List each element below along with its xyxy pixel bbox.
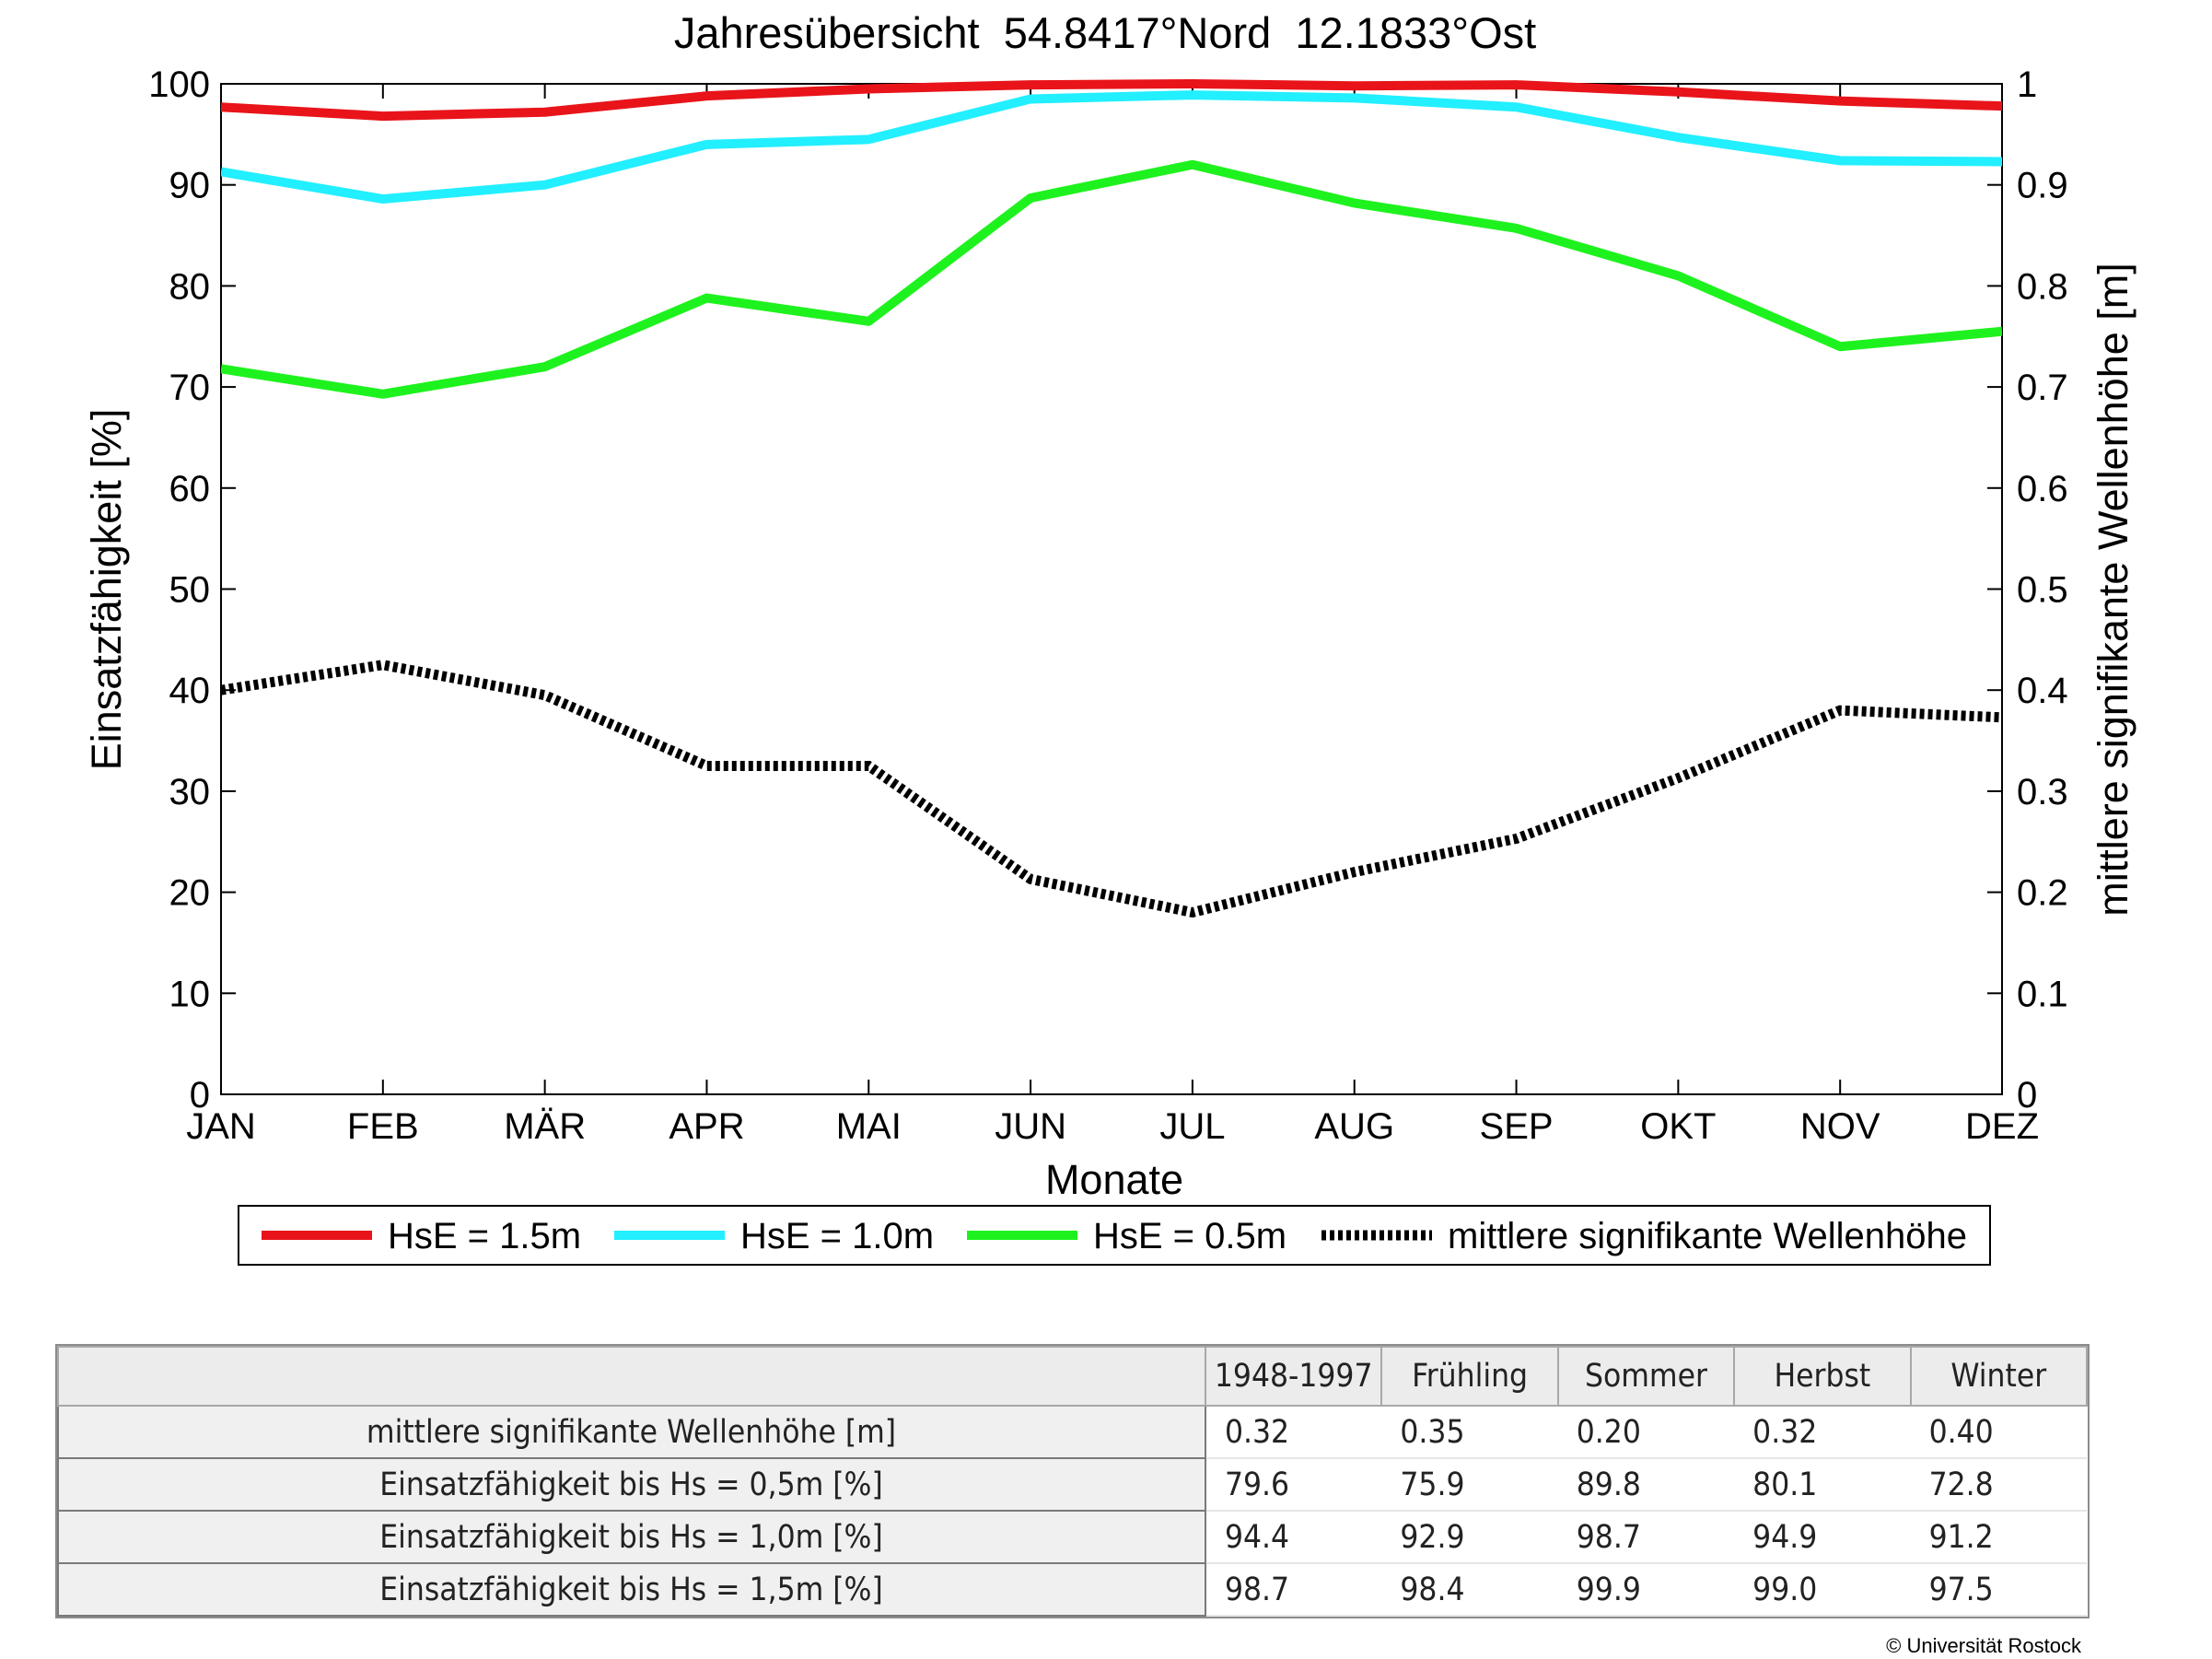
copyright-notice: © Universität Rostock [1886, 1634, 2081, 1657]
series-line-4 [221, 660, 2002, 918]
table-cell: 91.2 [1910, 1511, 2087, 1564]
series-line-2 [221, 90, 2002, 204]
y-tick-label-right: 0.3 [2017, 772, 2068, 812]
y-tick-label-left: 90 [169, 166, 211, 206]
x-tick-label: JUL [1159, 1106, 1225, 1147]
table-corner-cell [57, 1346, 1206, 1407]
series-line-3 [221, 159, 2002, 399]
table-cell: 0.32 [1205, 1406, 1382, 1459]
y-tick-label-right: 0.7 [2017, 368, 2068, 408]
table-header-period: 1948-1997 [1204, 1346, 1383, 1407]
table-header-spring: Frühling [1380, 1346, 1559, 1407]
y-tick-label-left: 80 [169, 266, 211, 307]
x-tick-label: NOV [1800, 1106, 1880, 1147]
annual-overview-chart: Jahresübersicht 54.8417°Nord 12.1833°Ost… [83, 8, 2136, 1266]
y-tick-label-right: 0.6 [2017, 469, 2068, 509]
y-tick-label-right: 0.5 [2017, 570, 2068, 611]
legend-label: HsE = 1.0m [740, 1216, 934, 1256]
legend-label: mittlere signifikante Wellenhöhe [1448, 1216, 1967, 1256]
x-tick-label: OKT [1640, 1106, 1716, 1147]
table-cell: 98.7 [1205, 1563, 1382, 1617]
x-tick-label: AUG [1314, 1106, 1394, 1147]
legend-label: HsE = 1.5m [388, 1216, 581, 1256]
table-row-label: Einsatzfähigkeit bis Hs = 1,0m [%] [57, 1510, 1206, 1564]
table-cell: 0.40 [1910, 1406, 2087, 1459]
table-cell: 72.8 [1910, 1458, 2087, 1512]
y-tick-label-right: 0.2 [2017, 873, 2068, 914]
chart-title: Jahresübersicht 54.8417°Nord 12.1833°Ost [674, 8, 1536, 57]
y-tick-label-left: 100 [148, 64, 210, 105]
table-row: Einsatzfähigkeit bis Hs = 1,5m [%] 98.7 … [57, 1562, 2087, 1617]
legend-label: HsE = 0.5m [1093, 1216, 1286, 1256]
y-tick-label-left: 70 [169, 368, 211, 408]
table-cell: 75.9 [1381, 1458, 1558, 1512]
y-tick-label-left: 0 [190, 1075, 210, 1116]
table-cell: 79.6 [1205, 1458, 1382, 1512]
x-tick-label: MÄR [504, 1106, 586, 1147]
table-cell: 99.0 [1734, 1563, 1911, 1617]
y-tick-label-left: 30 [169, 772, 211, 812]
table-header-row: 1948-1997 Frühling Sommer Herbst Winter [57, 1346, 2089, 1407]
table-cell: 0.32 [1734, 1406, 1911, 1459]
y-axis-label-right: mittlere signifikante Wellenhöhe [m] [2090, 263, 2136, 917]
table-cell: 98.4 [1381, 1563, 1558, 1617]
y-axis-label-left: Einsatzfähigkeit [%] [83, 409, 130, 771]
table-header-winter: Winter [1909, 1346, 2089, 1407]
y-tick-label-left: 40 [169, 671, 211, 711]
table-cell: 94.9 [1734, 1511, 1911, 1564]
x-axis-label: Monate [1045, 1156, 1183, 1203]
x-tick-label: JUN [995, 1106, 1066, 1147]
table-cell: 97.5 [1910, 1563, 2087, 1617]
legend-frame [238, 1205, 1991, 1266]
table-row: mittlere signifikante Wellenhöhe [m] 0.3… [57, 1405, 2087, 1459]
statistics-table: 1948-1997 Frühling Sommer Herbst Winter … [55, 1344, 2090, 1618]
y-tick-label-right: 0.9 [2017, 166, 2068, 206]
y-tick-label-right: 0 [2017, 1075, 2037, 1116]
table-row-label: mittlere signifikante Wellenhöhe [m] [57, 1405, 1206, 1459]
table-header-autumn: Herbst [1733, 1346, 1912, 1407]
table-cell: 98.7 [1557, 1511, 1735, 1564]
table-cell: 92.9 [1381, 1511, 1558, 1564]
table-header-summer: Sommer [1556, 1346, 1736, 1407]
y-tick-label-right: 0.8 [2017, 266, 2068, 307]
table-cell: 0.20 [1557, 1406, 1735, 1459]
y-tick-label-left: 50 [169, 570, 211, 611]
y-tick-label-right: 0.1 [2017, 974, 2068, 1014]
legend: HsE = 1.5m HsE = 1.0m HsE = 0.5m mittlere s… [238, 1205, 1991, 1266]
table-row-label: Einsatzfähigkeit bis Hs = 1,5m [%] [57, 1562, 1206, 1617]
y-tick-label-left: 10 [169, 974, 211, 1014]
y-tick-label-right: 1 [2017, 64, 2037, 105]
table-cell: 80.1 [1734, 1458, 1911, 1512]
axes-layer: JAN FEB MÄR APR MAI JUN JUL AUG SEP OKT NOV DEZ0102… [148, 64, 2067, 1147]
table-cell: 99.9 [1557, 1563, 1735, 1617]
table-cell: 89.8 [1557, 1458, 1735, 1512]
y-tick-label-left: 20 [169, 873, 211, 914]
table-cell: 94.4 [1205, 1511, 1382, 1564]
table-cell: 0.35 [1381, 1406, 1558, 1459]
x-tick-label: DEZ [1965, 1106, 2039, 1147]
y-tick-label-left: 60 [169, 469, 211, 509]
legend-items: HsE = 1.5m HsE = 1.0m HsE = 0.5m mittlere s… [262, 1216, 1967, 1256]
table-row-label: Einsatzfähigkeit bis Hs = 0,5m [%] [57, 1457, 1206, 1512]
y-tick-label-right: 0.4 [2017, 671, 2068, 711]
table-row: Einsatzfähigkeit bis Hs = 0,5m [%] 79.6 … [57, 1457, 2087, 1512]
series-layer [221, 79, 2002, 918]
x-tick-label: APR [669, 1106, 744, 1147]
x-tick-label: FEB [347, 1106, 419, 1147]
plot-frame [220, 83, 2003, 1095]
x-tick-label: MAI [836, 1106, 902, 1147]
table-row: Einsatzfähigkeit bis Hs = 1,0m [%] 94.4 … [57, 1510, 2087, 1564]
series-line-1 [221, 79, 2002, 122]
x-tick-label: SEP [1480, 1106, 1554, 1147]
x-tick-label: JAN [186, 1106, 256, 1147]
